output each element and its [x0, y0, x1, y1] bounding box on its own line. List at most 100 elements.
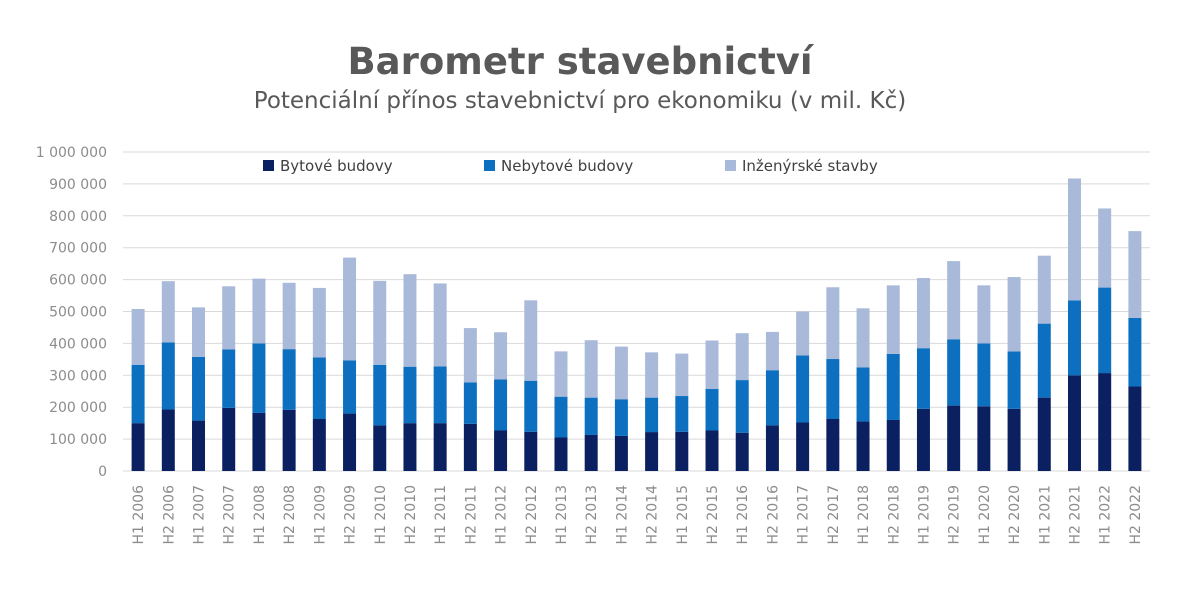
bar-segment	[1098, 208, 1112, 288]
bar-segment	[161, 409, 175, 471]
x-tick-label: H2 2019	[947, 485, 963, 545]
y-tick-label: 200 000	[49, 400, 107, 416]
bar-segment	[614, 435, 628, 471]
bar-segment	[494, 430, 508, 471]
bar-segment	[765, 331, 779, 371]
bar-segment	[886, 285, 900, 354]
bar-segment	[705, 389, 719, 431]
bar-segment	[675, 353, 689, 397]
bar-segment	[312, 357, 326, 420]
bar-segment	[131, 364, 145, 424]
x-tick-label: H2 2020	[1007, 485, 1023, 545]
gridlines	[123, 151, 1150, 472]
bar-segment	[977, 343, 991, 407]
y-tick-label: 400 000	[49, 336, 107, 352]
bar-segment	[161, 342, 175, 410]
x-tick-label: H1 2014	[614, 485, 630, 545]
x-tick-label: H1 2012	[494, 485, 510, 545]
x-tick-label: H2 2006	[161, 485, 177, 545]
x-tick-label: H2 2021	[1067, 485, 1083, 545]
bar-segment	[765, 370, 779, 426]
bar-segment	[1067, 375, 1081, 471]
bar-segment	[1007, 408, 1021, 471]
x-tick-label: H2 2012	[524, 485, 540, 545]
bar-segment	[977, 285, 991, 344]
bar-segment	[252, 278, 266, 344]
x-tick-label: H2 2007	[222, 485, 238, 545]
bar-segment	[856, 421, 870, 471]
bar-segment	[947, 261, 961, 340]
x-tick-label: H1 2015	[675, 485, 691, 545]
x-tick-label: H2 2015	[705, 485, 721, 545]
x-tick-label: H2 2009	[343, 485, 359, 545]
x-tick-label: H1 2007	[192, 485, 208, 545]
bar-segment	[282, 349, 296, 410]
y-tick-label: 500 000	[49, 305, 107, 321]
x-tick-label: H2 2016	[765, 485, 781, 545]
bar-segment	[433, 283, 447, 367]
bar-segment	[343, 360, 357, 414]
bar-segment	[886, 419, 900, 471]
x-tick-label: H1 2010	[373, 485, 389, 545]
bar-segment	[705, 340, 719, 390]
bar-segment	[222, 349, 236, 408]
bar-segment	[916, 408, 930, 471]
y-axis-tick-labels: 0 100 000 200 000 300 000 400 000 500 000 600 …	[36, 145, 107, 480]
x-tick-label: H1 2011	[433, 485, 449, 545]
bar-segment	[796, 311, 810, 356]
bar-segment	[1128, 386, 1142, 471]
bar-segment	[645, 352, 659, 398]
bar-segment	[947, 405, 961, 471]
bar-segment	[856, 367, 870, 422]
bar-segment	[735, 432, 749, 471]
bar-segment	[1098, 373, 1112, 471]
x-tick-label: H2 2008	[282, 485, 298, 545]
bar-segment	[1037, 323, 1051, 398]
bar-segment	[614, 346, 628, 400]
chart-title: Barometr stavebnictví	[347, 40, 813, 83]
bar-segment	[796, 422, 810, 471]
bar-segment	[463, 328, 477, 383]
bar-segment	[252, 412, 266, 471]
legend: Bytové budovy Nebytové budovy Inženýrské s…	[263, 157, 878, 175]
bar-segment	[675, 396, 689, 432]
bar-segment	[373, 280, 387, 365]
bar-segment	[765, 425, 779, 471]
y-tick-label: 100 000	[49, 432, 107, 448]
bar-segment	[494, 332, 508, 380]
bar-segment	[1128, 317, 1142, 387]
bar-segment	[1037, 255, 1051, 324]
y-tick-label: 1 000 000	[36, 145, 107, 161]
bar-segment	[343, 413, 357, 471]
y-tick-label: 600 000	[49, 273, 107, 289]
bar-segment	[433, 366, 447, 424]
bar-segment	[192, 307, 206, 357]
bar-segment	[977, 406, 991, 471]
y-tick-label: 700 000	[49, 241, 107, 257]
bar-segment	[1007, 277, 1021, 352]
bar-segment	[735, 333, 749, 381]
bar-segment	[645, 432, 659, 471]
bar-segment	[343, 257, 357, 361]
bar-segment	[524, 300, 538, 381]
bar-segment	[1007, 351, 1021, 409]
legend-label: Nebytové budovy	[501, 157, 633, 175]
legend-label: Inženýrské stavby	[742, 157, 878, 175]
bar-segment	[524, 431, 538, 471]
bar-segment	[524, 380, 538, 432]
legend-swatch	[484, 160, 495, 171]
bar-segment	[916, 278, 930, 349]
bar-segment	[645, 397, 659, 433]
bar-segment	[192, 420, 206, 471]
y-tick-label: 800 000	[49, 209, 107, 225]
x-tick-label: H2 2018	[886, 485, 902, 545]
bar-segment	[222, 286, 236, 350]
x-axis-tick-labels: H1 2006 H2 2006 H1 2007 H2 2007 H1 2008 H2 20…	[131, 485, 1144, 545]
bars	[131, 178, 1142, 471]
bar-segment	[403, 423, 417, 471]
bar-segment	[494, 379, 508, 431]
x-tick-label: H1 2013	[554, 485, 570, 545]
bar-segment	[131, 308, 145, 365]
bar-segment	[192, 356, 206, 421]
x-tick-label: H1 2022	[1098, 485, 1114, 545]
